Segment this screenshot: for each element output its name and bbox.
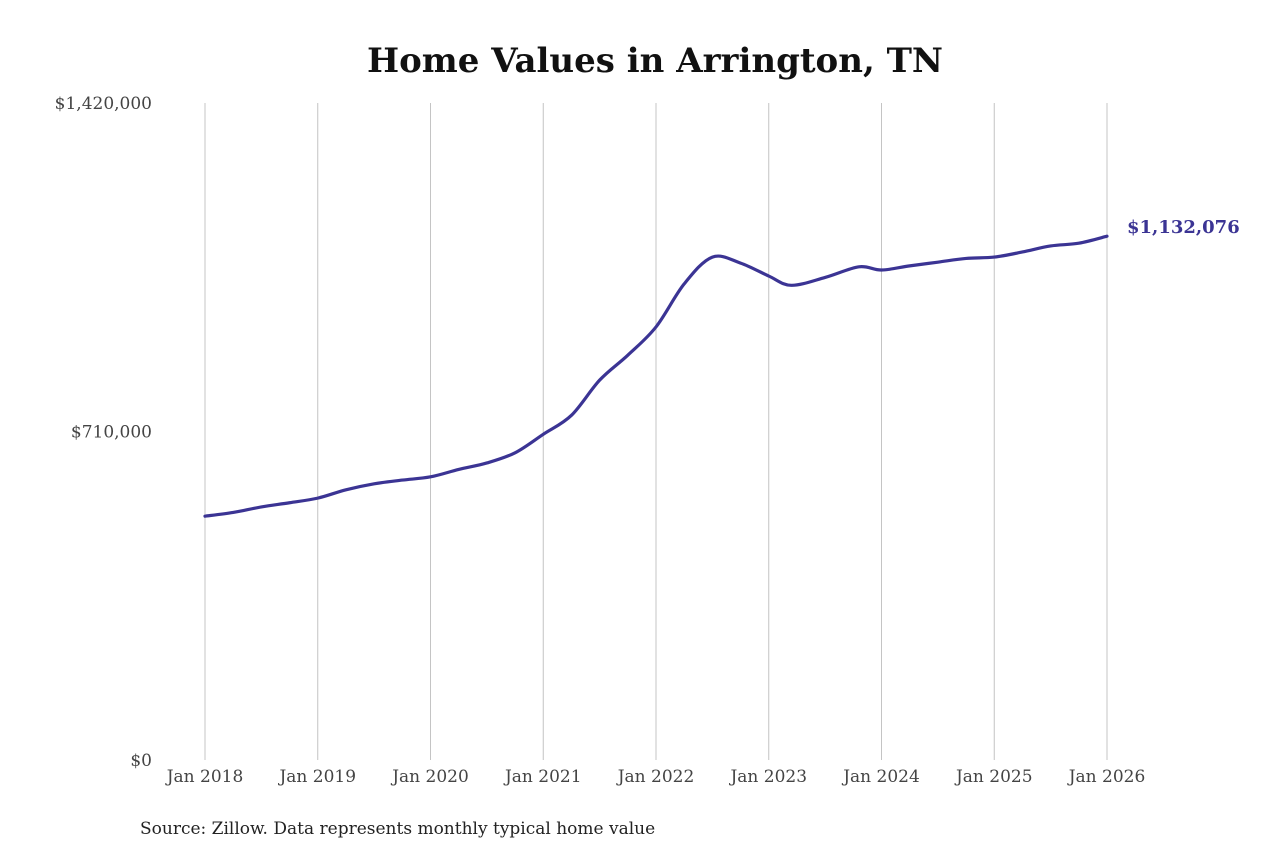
series-line	[203, 234, 1109, 518]
x-tick-label: Jan 2021	[503, 767, 582, 787]
x-axis: Jan 2018 Jan 2019 Jan 2020 Jan 2021 Jan 2022…	[165, 767, 1146, 787]
x-tick-label: Jan 2025	[954, 767, 1033, 787]
chart-title: Home Values in Arrington, TN	[367, 41, 943, 81]
x-tick-label: Jan 2023	[728, 767, 807, 787]
x-tick-label: Jan 2024	[841, 767, 920, 787]
x-tick-label: Jan 2019	[277, 767, 356, 787]
x-tick-label: Jan 2020	[390, 767, 469, 787]
grid-lines	[204, 103, 1108, 760]
x-tick-label: Jan 2026	[1067, 767, 1146, 787]
series-group: $1,132,076	[203, 217, 1240, 518]
end-value-label: $1,132,076	[1127, 217, 1240, 238]
y-tick-label: $710,000	[71, 423, 152, 443]
x-tick-label: Jan 2018	[165, 767, 244, 787]
y-axis: $0 $710,000 $1,420,000	[55, 94, 152, 771]
x-tick-label: Jan 2022	[616, 767, 695, 787]
source-note: Source: Zillow. Data represents monthly …	[140, 819, 655, 839]
y-tick-label: $1,420,000	[55, 94, 152, 114]
y-tick-label: $0	[130, 751, 152, 771]
